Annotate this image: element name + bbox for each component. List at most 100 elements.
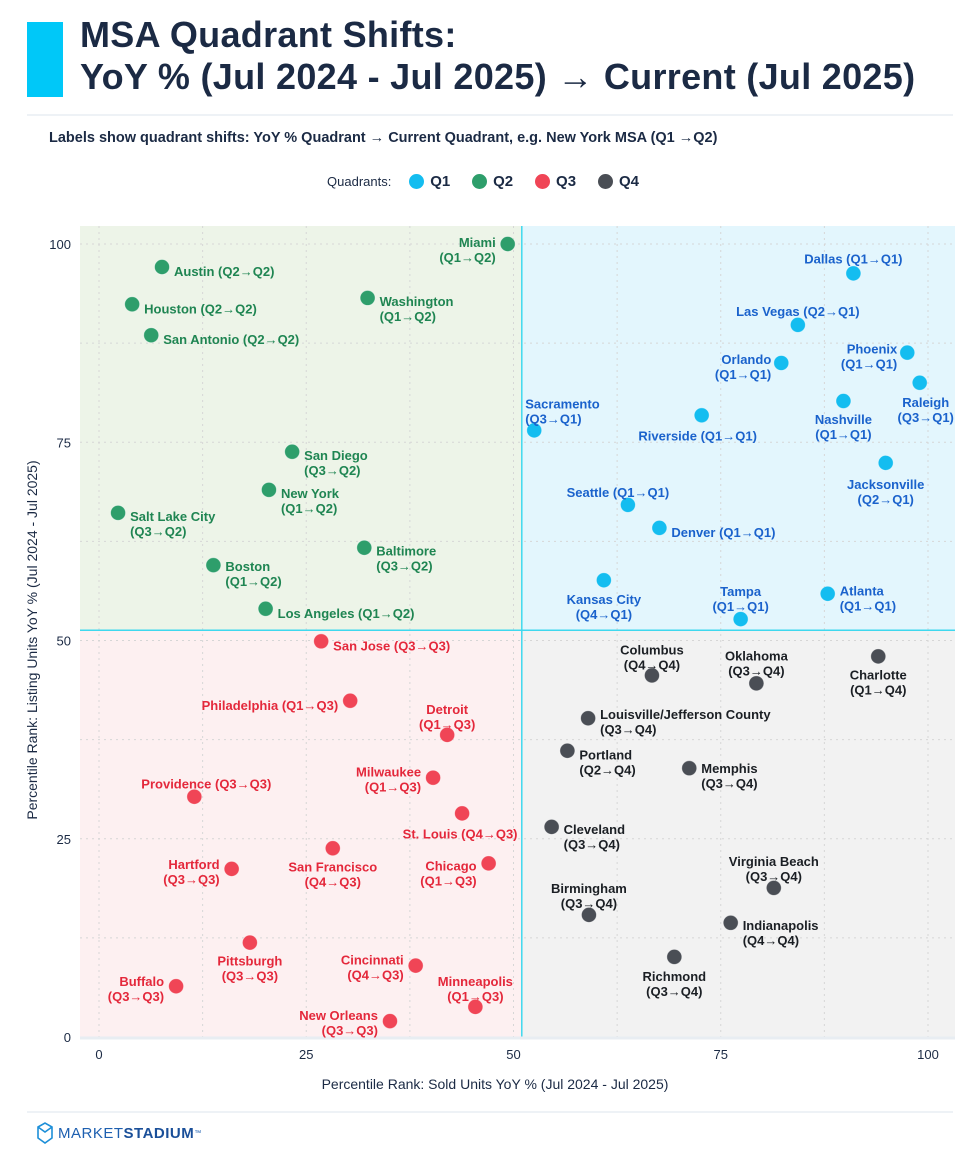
point-houston: [124, 296, 141, 313]
point-san-francisco: [324, 840, 341, 857]
point-phoenix: [899, 344, 916, 361]
point-label-oklahoma: Oklahoma: [725, 648, 789, 663]
point-label-detroit: (Q1→Q3): [419, 717, 475, 732]
point-label-san-francisco: San Francisco: [288, 859, 377, 874]
point-label-columbus: (Q4→Q4): [624, 657, 680, 672]
point-richmond: [666, 949, 683, 965]
point-label-detroit: Detroit: [426, 702, 469, 717]
point-label-new-york: (Q1→Q2): [281, 501, 337, 516]
point-chicago: [480, 855, 497, 872]
point-label-boston: (Q1→Q2): [225, 574, 281, 589]
point-label-memphis: Memphis: [701, 761, 757, 776]
brand-light: MARKET: [58, 1124, 124, 1142]
point-label-milwaukee: Milwaukee: [356, 765, 421, 780]
point-denver: [651, 519, 668, 536]
point-label-indianapolis: (Q4→Q4): [743, 933, 799, 948]
point-label-atlanta: Atlanta: [840, 584, 885, 599]
point-label-san-diego: (Q3→Q2): [304, 463, 360, 478]
y-tick-label: 25: [57, 832, 71, 847]
point-los-angeles: [257, 600, 274, 617]
point-label-charlotte: Charlotte: [850, 667, 907, 682]
footer-divider: [27, 1111, 953, 1113]
point-label-phoenix: (Q1→Q1): [841, 357, 897, 372]
point-label-kansas-city: Kansas City: [567, 592, 642, 607]
point-label-tampa: Tampa: [720, 584, 762, 599]
title-line-2: YoY % (Jul 2024 - Jul 2025) → Current (J…: [80, 56, 916, 97]
point-label-pittsburgh: Pittsburgh: [217, 954, 282, 969]
point-label-cleveland: Cleveland: [564, 822, 625, 837]
point-label-tampa: (Q1→Q1): [712, 599, 768, 614]
point-label-phoenix: Phoenix: [847, 342, 898, 357]
point-label-jacksonville: (Q2→Q1): [858, 492, 914, 507]
point-label-cleveland: (Q3→Q4): [564, 837, 620, 852]
point-label-indianapolis: Indianapolis: [743, 918, 819, 933]
point-oklahoma: [748, 675, 765, 692]
legend-q3-label: Q3: [556, 172, 577, 190]
page-title: MSA Quadrant Shifts: YoY % (Jul 2024 - J…: [80, 14, 915, 98]
point-pittsburgh: [241, 934, 258, 951]
point-label-chicago: Chicago: [425, 858, 476, 873]
point-san-diego: [284, 443, 301, 460]
point-label-portland: (Q2→Q4): [579, 763, 635, 778]
point-label-st-louis: St. Louis (Q4→Q3): [403, 826, 518, 841]
point-label-birmingham: (Q3→Q4): [561, 896, 617, 911]
point-seattle: [620, 496, 636, 513]
quadrant-q1-background: [521, 226, 955, 631]
point-austin: [154, 259, 170, 275]
title-accent-bar: [27, 22, 63, 97]
point-label-cincinnati: (Q4→Q3): [347, 968, 403, 983]
point-label-miami: (Q1→Q2): [439, 250, 495, 265]
point-dallas: [845, 265, 862, 282]
point-minneapolis: [467, 998, 484, 1015]
point-washington: [359, 290, 376, 306]
point-label-minneapolis: (Q1→Q3): [447, 989, 503, 1004]
point-label-seattle: Seattle (Q1→Q1): [567, 485, 670, 500]
point-label-sacramento: Sacramento: [525, 396, 599, 411]
point-boston: [205, 557, 222, 574]
point-miami: [499, 236, 516, 252]
point-providence: [186, 788, 203, 805]
point-kansas-city: [595, 572, 612, 589]
point-label-columbus: Columbus: [620, 642, 684, 657]
point-label-raleigh: Raleigh: [902, 395, 949, 410]
point-label-richmond: (Q3→Q4): [646, 984, 702, 999]
legend-q2-label: Q2: [493, 172, 514, 190]
point-label-salt-lake-city: (Q3→Q2): [130, 524, 186, 539]
point-riverside: [693, 407, 710, 424]
point-label-san-francisco: (Q4→Q3): [305, 874, 361, 889]
point-label-birmingham: Birmingham: [551, 881, 627, 896]
point-label-las-vegas: Las Vegas (Q2→Q1): [736, 304, 860, 319]
point-charlotte: [870, 648, 887, 665]
point-label-baltimore: Baltimore: [376, 544, 436, 559]
subtitle: Labels show quadrant shifts: YoY % Quadr…: [49, 130, 718, 146]
point-indianapolis: [722, 914, 739, 931]
point-orlando: [773, 355, 790, 371]
y-axis-label: Percentile Rank: Listing Units YoY % (Ju…: [24, 460, 40, 819]
point-columbus: [644, 667, 660, 684]
point-baltimore: [356, 539, 373, 556]
point-label-denver: Denver (Q1→Q1): [671, 525, 775, 540]
point-label-los-angeles: Los Angeles (Q1→Q2): [278, 606, 415, 621]
point-nashville: [835, 393, 852, 409]
point-buffalo: [168, 978, 184, 995]
point-portland: [559, 742, 576, 759]
point-label-boston: Boston: [225, 559, 270, 574]
point-label-hartford: (Q3→Q3): [163, 872, 219, 887]
legend-q4-label: Q4: [618, 172, 639, 190]
point-label-nashville: Nashville: [815, 412, 872, 427]
logo-icon: [37, 1122, 53, 1144]
point-label-richmond: Richmond: [643, 969, 707, 984]
point-label-miami: Miami: [459, 235, 496, 250]
point-san-antonio: [143, 327, 160, 344]
header-divider: [27, 114, 953, 116]
point-tampa: [732, 611, 749, 627]
point-label-riverside: Riverside (Q1→Q1): [638, 428, 757, 443]
point-label-washington: (Q1→Q2): [380, 309, 436, 324]
point-label-buffalo: (Q3→Q3): [108, 989, 164, 1004]
point-label-oklahoma: (Q3→Q4): [728, 663, 784, 678]
point-label-louisville-jefferson-county: Louisville/Jefferson County: [600, 707, 771, 722]
point-virginia-beach: [765, 880, 782, 896]
point-label-nashville: (Q1→Q1): [815, 427, 871, 442]
legend-q1-label: Q1: [430, 172, 451, 190]
